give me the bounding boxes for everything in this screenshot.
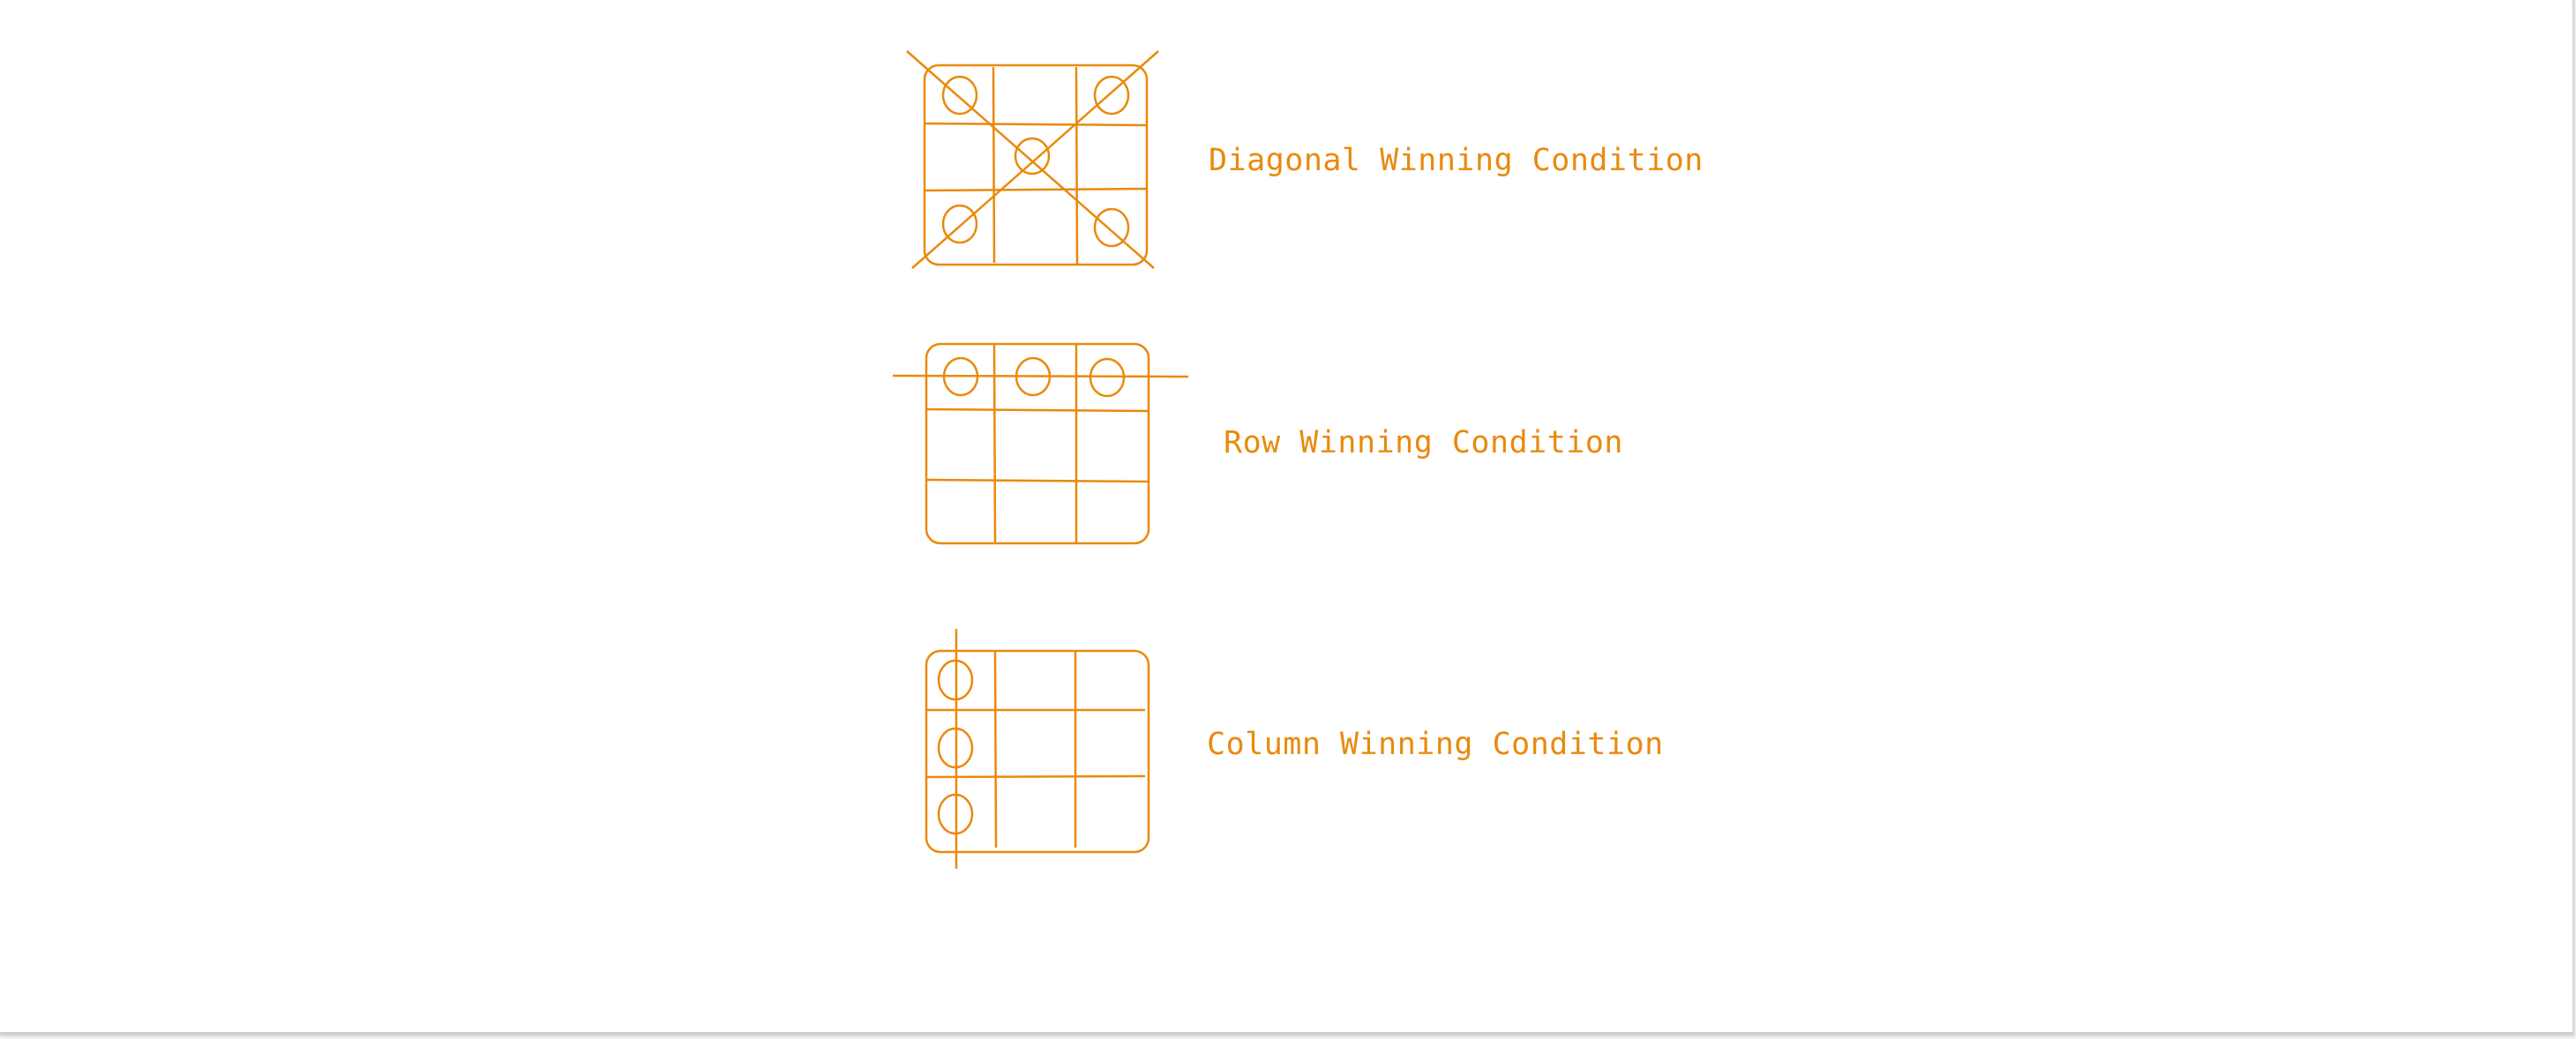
column-label: Column Winning Condition	[1207, 727, 1664, 762]
row-board-hline-1	[925, 407, 1149, 413]
strike-line-row	[892, 374, 1189, 378]
row-board-vline-1	[992, 343, 997, 544]
column-board-vline-1	[993, 651, 998, 848]
row-board-frame	[925, 342, 1150, 545]
row-board	[892, 342, 1189, 545]
column-board-hline-2	[925, 774, 1146, 779]
column-board-frame	[925, 649, 1150, 854]
circle-mark	[941, 204, 978, 244]
circle-mark	[1014, 137, 1051, 176]
row-label: Row Winning Condition	[1224, 425, 1624, 460]
diagonal-board-hline-2	[924, 187, 1148, 192]
diagonal-board-vline-1	[992, 66, 996, 264]
diagonal-label: Diagonal Winning Condition	[1209, 143, 1704, 178]
diagonal-board-hline-1	[924, 122, 1148, 127]
diagonal-board-frame	[923, 64, 1149, 266]
circle-mark	[1093, 75, 1130, 116]
column-board	[925, 629, 1150, 869]
circle-mark	[1093, 207, 1130, 248]
diagonal-board-vline-2	[1075, 66, 1079, 265]
strike-line-diagonal-1	[906, 50, 1155, 269]
row-board-hline-2	[925, 478, 1149, 483]
strike-line-diagonal-2	[911, 50, 1159, 269]
circle-mark	[941, 75, 978, 116]
diagonal-board	[906, 50, 1159, 269]
